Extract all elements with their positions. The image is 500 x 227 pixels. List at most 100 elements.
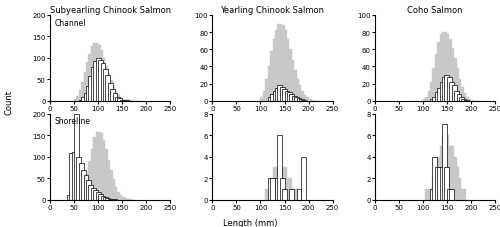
- Bar: [280, 178, 284, 200]
- Bar: [82, 170, 86, 200]
- Bar: [115, 95, 120, 101]
- Bar: [88, 76, 94, 101]
- Bar: [438, 157, 442, 200]
- Bar: [108, 81, 112, 101]
- Bar: [284, 178, 290, 200]
- Bar: [452, 157, 456, 200]
- Bar: [284, 91, 290, 101]
- Bar: [88, 161, 94, 200]
- Bar: [459, 88, 464, 101]
- Bar: [282, 89, 287, 101]
- Bar: [454, 91, 459, 101]
- Bar: [287, 178, 292, 200]
- Bar: [98, 61, 103, 101]
- Bar: [430, 189, 435, 200]
- Bar: [108, 171, 112, 200]
- Bar: [110, 179, 115, 200]
- Bar: [275, 168, 280, 200]
- Bar: [110, 89, 115, 101]
- Bar: [103, 69, 108, 101]
- Bar: [98, 195, 103, 200]
- Bar: [82, 193, 86, 200]
- Bar: [118, 98, 122, 101]
- Bar: [428, 91, 432, 101]
- Bar: [450, 48, 454, 101]
- Bar: [447, 77, 452, 101]
- Bar: [435, 168, 440, 200]
- Bar: [430, 100, 435, 101]
- Bar: [122, 100, 127, 101]
- Bar: [82, 98, 86, 101]
- Bar: [438, 89, 442, 101]
- Bar: [79, 91, 84, 101]
- Bar: [94, 138, 98, 200]
- Bar: [450, 83, 454, 101]
- Bar: [106, 74, 110, 101]
- Bar: [100, 59, 105, 101]
- Bar: [86, 174, 91, 200]
- Bar: [278, 25, 282, 101]
- Bar: [282, 189, 287, 200]
- Bar: [96, 192, 100, 200]
- Bar: [444, 168, 450, 200]
- Title: Yearling Chinook Salmon: Yearling Chinook Salmon: [220, 6, 324, 15]
- Bar: [292, 71, 296, 101]
- Bar: [270, 95, 275, 101]
- Bar: [462, 94, 466, 101]
- Bar: [100, 64, 105, 101]
- Bar: [459, 98, 464, 101]
- Bar: [86, 180, 91, 200]
- Bar: [91, 68, 96, 101]
- Bar: [272, 168, 278, 200]
- Bar: [120, 99, 124, 101]
- Bar: [425, 97, 430, 101]
- Bar: [430, 83, 435, 101]
- Bar: [290, 189, 294, 200]
- Bar: [270, 178, 275, 200]
- Bar: [450, 189, 454, 200]
- Bar: [91, 188, 96, 200]
- Bar: [72, 153, 76, 200]
- Bar: [120, 100, 124, 101]
- Bar: [268, 98, 272, 101]
- Bar: [447, 40, 452, 101]
- Bar: [299, 91, 304, 101]
- Bar: [456, 79, 462, 101]
- Bar: [304, 98, 308, 101]
- Bar: [94, 62, 98, 101]
- Bar: [94, 44, 98, 101]
- Bar: [282, 168, 287, 200]
- Bar: [112, 199, 117, 200]
- Bar: [270, 178, 275, 200]
- Title: Coho Salmon: Coho Salmon: [407, 6, 463, 15]
- Bar: [74, 99, 79, 101]
- Bar: [263, 91, 268, 101]
- Bar: [84, 72, 88, 101]
- Bar: [466, 100, 471, 101]
- Bar: [306, 100, 311, 101]
- Bar: [294, 189, 299, 200]
- Bar: [96, 132, 100, 200]
- Bar: [100, 140, 105, 200]
- Bar: [287, 50, 292, 101]
- Bar: [454, 69, 459, 101]
- Bar: [423, 100, 428, 101]
- Bar: [284, 40, 290, 101]
- Bar: [432, 178, 438, 200]
- Bar: [96, 59, 100, 101]
- Bar: [280, 168, 284, 200]
- Bar: [462, 189, 466, 200]
- Bar: [76, 157, 82, 200]
- Bar: [435, 54, 440, 101]
- Bar: [91, 149, 96, 200]
- Bar: [456, 95, 462, 101]
- Bar: [292, 96, 296, 101]
- Bar: [98, 133, 103, 200]
- Bar: [88, 54, 94, 101]
- Bar: [278, 86, 282, 101]
- Bar: [272, 40, 278, 101]
- Text: Count: Count: [5, 90, 14, 115]
- Bar: [82, 82, 86, 101]
- Bar: [302, 157, 306, 200]
- Bar: [108, 84, 112, 101]
